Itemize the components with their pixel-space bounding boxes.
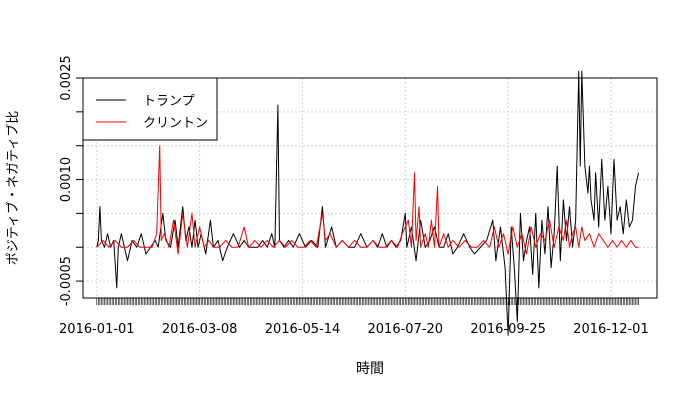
series-lines bbox=[96, 70, 640, 336]
x-tick-label: 2016-12-01 bbox=[573, 322, 649, 337]
legend-label: トランプ bbox=[143, 94, 195, 109]
legend-label: クリントン bbox=[143, 116, 208, 131]
x-axis-rug bbox=[96, 297, 639, 305]
x-tick-label: 2016-03-08 bbox=[162, 322, 238, 337]
x-axis: 2016-01-01 2016-03-08 2016-05-14 2016-07-20… bbox=[59, 322, 649, 337]
x-tick-label: 2016-07-20 bbox=[368, 322, 444, 337]
y-axis: -0.0005 0.0010 0.0025 bbox=[59, 55, 83, 306]
y-tick-label: -0.0005 bbox=[59, 256, 74, 306]
plot-frame bbox=[82, 77, 658, 299]
x-axis-daily-ticks bbox=[96, 298, 639, 305]
legend-box bbox=[82, 77, 218, 141]
x-tick-label: 2016-01-01 bbox=[59, 322, 135, 337]
y-axis-label: ポジティブ・ネガティブ比 bbox=[5, 111, 21, 265]
y-tick-label: 0.0010 bbox=[59, 157, 74, 203]
x-tick-label: 2016-05-14 bbox=[265, 322, 341, 337]
x-axis-label: 時間 bbox=[356, 361, 384, 377]
y-tick-label: 0.0025 bbox=[59, 55, 74, 101]
series-line-2 bbox=[96, 145, 639, 255]
